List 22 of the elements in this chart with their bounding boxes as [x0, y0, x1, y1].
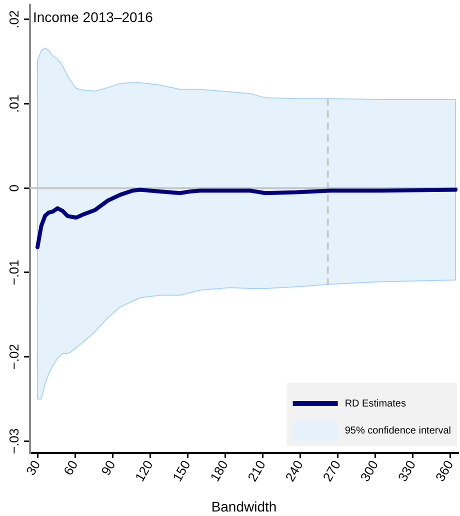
- y-tick-label: .02: [6, 10, 22, 28]
- y-tick-label: −.02: [6, 344, 22, 370]
- x-axis-title: Bandwidth: [211, 498, 277, 514]
- legend-label: 95% confidence interval: [344, 425, 452, 436]
- chart-title: Income 2013–2016: [33, 8, 154, 25]
- x-tick-label: 120: [132, 458, 156, 484]
- x-tick-label: 180: [207, 458, 231, 484]
- y-tick-label: .01: [6, 94, 22, 113]
- y-tick-label: 0: [6, 184, 22, 192]
- x-tick-label: 90: [98, 458, 118, 478]
- x-tick-label: 270: [320, 458, 344, 484]
- x-tick-label: 210: [244, 458, 268, 484]
- x-tick-label: 300: [357, 458, 382, 484]
- legend-label: RD Estimates: [344, 398, 406, 410]
- x-tick-label: 330: [394, 458, 419, 484]
- y-tick-label: −.03: [6, 428, 22, 454]
- x-tick-label: 30: [22, 458, 44, 478]
- x-tick-label: 150: [170, 458, 194, 484]
- x-tick-label: 240: [282, 458, 306, 484]
- y-tick-label: −.01: [6, 260, 22, 286]
- x-tick-label: 360: [432, 458, 456, 484]
- x-tick-label: 60: [60, 458, 81, 478]
